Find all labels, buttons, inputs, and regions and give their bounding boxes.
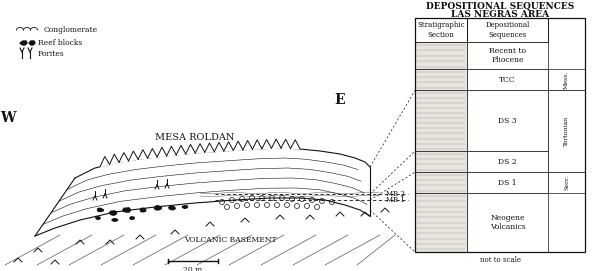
Polygon shape bbox=[262, 140, 271, 149]
Text: MB 2: MB 2 bbox=[386, 190, 405, 198]
Polygon shape bbox=[140, 208, 146, 212]
Polygon shape bbox=[176, 146, 186, 155]
Polygon shape bbox=[110, 154, 119, 164]
Polygon shape bbox=[155, 206, 162, 210]
Polygon shape bbox=[138, 150, 148, 159]
Text: W: W bbox=[0, 111, 16, 125]
Text: Conglomerate: Conglomerate bbox=[44, 26, 98, 34]
Bar bbox=[415, 18, 585, 252]
Bar bbox=[467, 172, 548, 193]
Bar bbox=[415, 172, 467, 193]
Polygon shape bbox=[233, 141, 243, 150]
Polygon shape bbox=[130, 217, 134, 219]
Text: E: E bbox=[335, 93, 346, 107]
Text: MB 1: MB 1 bbox=[386, 196, 405, 204]
Bar bbox=[467, 42, 548, 69]
Bar bbox=[467, 90, 548, 151]
Text: not to scale: not to scale bbox=[479, 256, 521, 264]
Bar bbox=[467, 18, 548, 42]
Polygon shape bbox=[110, 211, 117, 215]
Polygon shape bbox=[20, 41, 27, 45]
Polygon shape bbox=[119, 153, 128, 162]
Text: 20 m: 20 m bbox=[184, 266, 203, 271]
Polygon shape bbox=[214, 142, 224, 152]
Polygon shape bbox=[271, 139, 281, 148]
Text: Neogene
Volcanics: Neogene Volcanics bbox=[490, 214, 526, 231]
Polygon shape bbox=[112, 219, 118, 221]
Polygon shape bbox=[29, 41, 35, 45]
Text: Mess.: Mess. bbox=[564, 70, 569, 89]
Text: DS 1: DS 1 bbox=[498, 179, 517, 187]
Polygon shape bbox=[243, 140, 253, 150]
Bar bbox=[467, 151, 548, 172]
Polygon shape bbox=[224, 142, 233, 151]
Polygon shape bbox=[100, 157, 110, 167]
Polygon shape bbox=[97, 208, 103, 211]
Bar bbox=[467, 69, 548, 90]
Bar bbox=[467, 193, 548, 252]
Polygon shape bbox=[186, 144, 195, 154]
Bar bbox=[415, 18, 467, 42]
Polygon shape bbox=[157, 147, 167, 157]
Text: Serr.: Serr. bbox=[564, 175, 569, 190]
Polygon shape bbox=[96, 217, 100, 220]
Bar bbox=[548, 69, 585, 90]
Polygon shape bbox=[281, 139, 290, 149]
Polygon shape bbox=[290, 140, 300, 149]
Polygon shape bbox=[169, 206, 175, 210]
Text: DS 3: DS 3 bbox=[498, 117, 517, 125]
Bar bbox=[415, 69, 467, 90]
Text: LAS NEGRAS AREA: LAS NEGRAS AREA bbox=[451, 10, 549, 19]
Bar bbox=[415, 42, 467, 69]
Polygon shape bbox=[205, 143, 214, 152]
Text: VOLCANIC BASEMENT: VOLCANIC BASEMENT bbox=[184, 236, 277, 244]
Polygon shape bbox=[123, 208, 131, 212]
Bar bbox=[415, 193, 467, 252]
Text: MESA ROLDAN: MESA ROLDAN bbox=[155, 134, 235, 143]
Bar bbox=[548, 90, 585, 172]
Polygon shape bbox=[148, 149, 157, 158]
Text: Depositional
Sequences: Depositional Sequences bbox=[485, 21, 530, 38]
Polygon shape bbox=[195, 144, 205, 153]
Text: Tortonian: Tortonian bbox=[564, 116, 569, 146]
Text: Reef blocks: Reef blocks bbox=[38, 39, 82, 47]
Bar bbox=[415, 90, 467, 151]
Text: Porites: Porites bbox=[38, 50, 65, 58]
Bar bbox=[415, 151, 467, 172]
Polygon shape bbox=[182, 206, 188, 208]
Polygon shape bbox=[128, 151, 138, 161]
Text: DEPOSITIONAL SEQUENCES: DEPOSITIONAL SEQUENCES bbox=[426, 2, 574, 11]
Text: Stratigraphic
Section: Stratigraphic Section bbox=[417, 21, 465, 38]
Polygon shape bbox=[167, 146, 176, 156]
Bar bbox=[548, 172, 585, 193]
Text: TCC: TCC bbox=[499, 76, 516, 84]
Text: Recent to
Pliocene: Recent to Pliocene bbox=[489, 47, 526, 64]
Text: DS 2: DS 2 bbox=[498, 158, 517, 166]
Polygon shape bbox=[253, 140, 262, 149]
